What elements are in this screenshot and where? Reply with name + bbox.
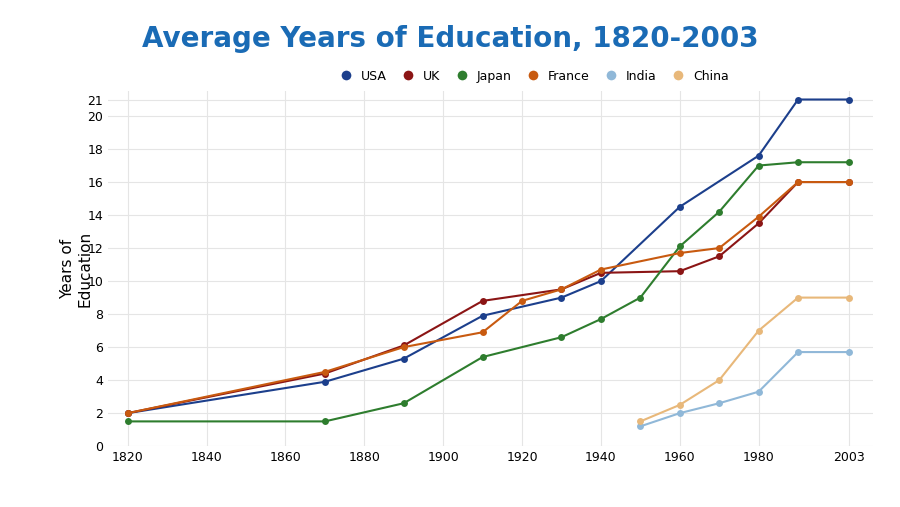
France bbox=[844, 179, 855, 185]
UK bbox=[674, 268, 685, 274]
Japan bbox=[844, 159, 855, 165]
USA bbox=[596, 278, 607, 284]
India bbox=[714, 400, 724, 406]
France bbox=[753, 213, 764, 220]
France bbox=[122, 410, 133, 416]
Line: China: China bbox=[637, 294, 853, 425]
Japan bbox=[122, 418, 133, 424]
China bbox=[634, 418, 645, 424]
Japan bbox=[793, 159, 804, 165]
UK bbox=[714, 254, 724, 260]
India bbox=[753, 389, 764, 395]
USA bbox=[556, 295, 567, 301]
UK bbox=[844, 179, 855, 185]
USA bbox=[674, 204, 685, 210]
France bbox=[477, 329, 488, 335]
China bbox=[714, 377, 724, 383]
UK bbox=[793, 179, 804, 185]
India bbox=[674, 410, 685, 416]
France bbox=[674, 250, 685, 256]
China bbox=[793, 295, 804, 301]
France bbox=[517, 298, 527, 304]
UK bbox=[556, 286, 567, 293]
Line: UK: UK bbox=[124, 178, 853, 417]
USA bbox=[320, 379, 330, 385]
Japan bbox=[399, 400, 410, 406]
Japan bbox=[674, 243, 685, 249]
Line: USA: USA bbox=[124, 96, 853, 417]
India bbox=[634, 423, 645, 429]
Legend: USA, UK, Japan, France, India, China: USA, UK, Japan, France, India, China bbox=[334, 69, 728, 83]
India bbox=[793, 349, 804, 355]
USA bbox=[122, 410, 133, 416]
Y-axis label: Years of
Education: Years of Education bbox=[60, 231, 93, 307]
Japan bbox=[320, 418, 330, 424]
China bbox=[674, 402, 685, 408]
Text: Average Years of Education, 1820-2003: Average Years of Education, 1820-2003 bbox=[141, 25, 759, 53]
France bbox=[714, 245, 724, 251]
France bbox=[793, 179, 804, 185]
UK bbox=[753, 220, 764, 226]
USA bbox=[753, 153, 764, 159]
UK bbox=[399, 342, 410, 348]
USA bbox=[844, 96, 855, 102]
China bbox=[753, 328, 764, 334]
France bbox=[320, 369, 330, 375]
Japan bbox=[753, 163, 764, 169]
Japan bbox=[556, 334, 567, 340]
Line: India: India bbox=[637, 349, 853, 430]
Line: France: France bbox=[124, 178, 853, 417]
UK bbox=[477, 298, 488, 304]
USA bbox=[399, 355, 410, 361]
USA bbox=[793, 96, 804, 102]
Japan bbox=[477, 354, 488, 360]
Japan bbox=[596, 316, 607, 322]
China bbox=[844, 295, 855, 301]
Line: Japan: Japan bbox=[124, 159, 853, 425]
UK bbox=[596, 270, 607, 276]
UK bbox=[320, 371, 330, 377]
France bbox=[399, 344, 410, 350]
Japan bbox=[634, 295, 645, 301]
USA bbox=[477, 313, 488, 319]
India bbox=[844, 349, 855, 355]
France bbox=[596, 267, 607, 273]
Japan bbox=[714, 209, 724, 215]
France bbox=[556, 286, 567, 293]
UK bbox=[122, 410, 133, 416]
